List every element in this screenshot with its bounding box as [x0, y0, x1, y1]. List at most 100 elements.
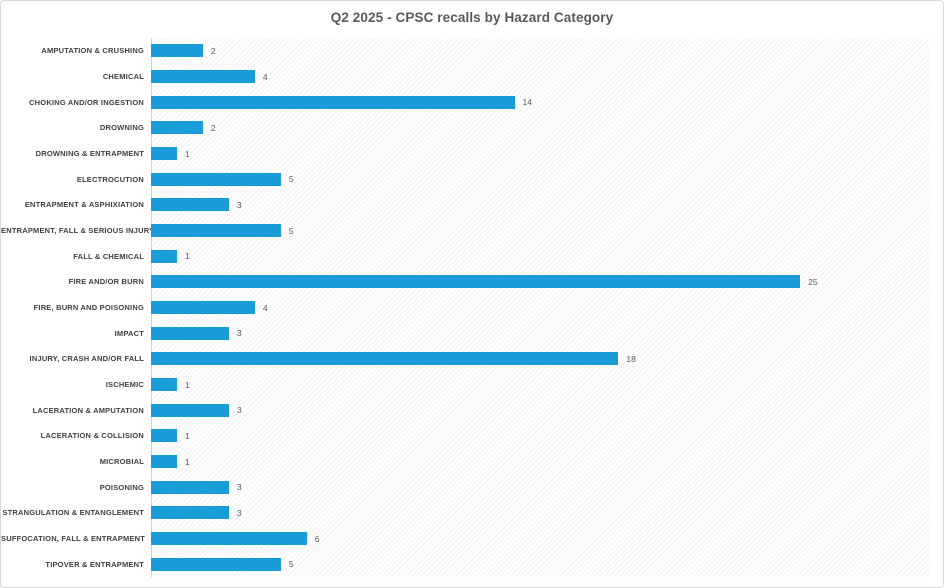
bar-track: 3: [151, 397, 930, 423]
category-label: FIRE AND/OR BURN: [68, 277, 144, 287]
bar-row: LACERATION & COLLISION 1: [1, 423, 943, 449]
plot-area: AMPUTATION & CRUSHING 2 CHEMICAL 4 CHOKING A…: [1, 38, 943, 577]
bar[interactable]: [151, 224, 281, 238]
value-label: 5: [288, 559, 294, 570]
chart-title: Q2 2025 - CPSC recalls by Hazard Categor…: [330, 10, 614, 25]
value-label: 3: [236, 405, 242, 416]
bar[interactable]: [151, 429, 177, 443]
category-label: ISCHEMIC: [105, 380, 144, 390]
category-label: LACERATION & COLLISION: [40, 431, 144, 441]
bar[interactable]: [151, 95, 515, 109]
category-label: POISONING: [99, 482, 144, 492]
bar[interactable]: [151, 44, 203, 58]
bar-track: 1: [151, 449, 930, 475]
bar-track: 6: [151, 526, 930, 552]
bar-row: TIPOVER & ENTRAPMENT 5: [1, 551, 943, 577]
category-label: CHOKING AND/OR INGESTION: [29, 97, 144, 107]
bar-track: 18: [151, 346, 930, 372]
bar-track: 25: [151, 269, 930, 295]
bar[interactable]: [151, 403, 229, 417]
bar-track: 3: [151, 500, 930, 526]
bar-row: LACERATION & AMPUTATION 3: [1, 397, 943, 423]
value-label: 1: [184, 251, 190, 262]
bar[interactable]: [151, 249, 177, 263]
bar-row: ENTRAPMENT, FALL & SERIOUS INJURY 5: [1, 218, 943, 244]
bar-row: MICROBIAL 1: [1, 449, 943, 475]
bar-row: DROWNING & ENTRAPMENT 1: [1, 141, 943, 167]
bar[interactable]: [151, 326, 229, 340]
value-label: 2: [210, 45, 216, 56]
category-label: FALL & CHEMICAL: [73, 251, 144, 261]
value-label: 6: [314, 533, 320, 544]
value-label: 3: [236, 482, 242, 493]
value-label: 4: [262, 302, 268, 313]
bar[interactable]: [151, 198, 229, 212]
bar-track: 3: [151, 474, 930, 500]
bar[interactable]: [151, 480, 229, 494]
bar-row: CHOKING AND/OR INGESTION 14: [1, 89, 943, 115]
value-label: 25: [808, 276, 818, 287]
category-label: INJURY, CRASH AND/OR FALL: [29, 354, 144, 364]
value-label: 18: [626, 353, 636, 364]
bar-track: 5: [151, 551, 930, 577]
bar-row: DROWNING 2: [1, 115, 943, 141]
bar-row: STRANGULATION & ENTANGLEMENT 3: [1, 500, 943, 526]
category-label: DROWNING: [99, 123, 144, 133]
bar[interactable]: [151, 455, 177, 469]
bar[interactable]: [151, 70, 255, 83]
value-label: 3: [236, 328, 242, 339]
value-label: 4: [262, 71, 268, 82]
value-label: 2: [210, 122, 216, 133]
category-label: FIRE, BURN AND POISONING: [33, 303, 144, 313]
bar-row: FIRE AND/OR BURN 25: [1, 269, 943, 295]
bar-track: 2: [151, 115, 930, 141]
bar[interactable]: [151, 172, 281, 186]
bar-track: 1: [151, 243, 930, 269]
bar-track: 2: [151, 38, 930, 64]
value-label: 1: [184, 456, 190, 467]
category-label: IMPACT: [114, 328, 144, 338]
bar-track: 14: [151, 89, 930, 115]
value-label: 14: [522, 97, 532, 108]
category-label: TIPOVER & ENTRAPMENT: [45, 559, 144, 569]
category-label: CHEMICAL: [102, 72, 144, 81]
value-label: 3: [236, 199, 242, 210]
value-label: 5: [288, 174, 294, 185]
category-label: DROWNING & ENTRAPMENT: [35, 149, 144, 159]
value-label: 1: [184, 430, 190, 441]
bar-track: 3: [151, 320, 930, 346]
bar-row: POISONING 3: [1, 474, 943, 500]
bar-row: INJURY, CRASH AND/OR FALL 18: [1, 346, 943, 372]
bar[interactable]: [151, 121, 203, 135]
bar[interactable]: [151, 532, 307, 546]
bar-track: 5: [151, 218, 930, 244]
bar-row: ISCHEMIC 1: [1, 372, 943, 398]
bar[interactable]: [151, 147, 177, 161]
bar-track: 1: [151, 423, 930, 449]
category-label: SUFFOCATION, FALL & ENTRAPMENT: [1, 534, 146, 544]
value-label: 5: [288, 225, 294, 236]
bar-row: ELECTROCUTION 5: [1, 166, 943, 192]
bar-track: 4: [151, 64, 930, 90]
category-label: STRANGULATION & ENTANGLEMENT: [2, 508, 144, 518]
category-label: LACERATION & AMPUTATION: [32, 405, 144, 415]
value-label: 1: [184, 148, 190, 159]
bar-track: 1: [151, 372, 930, 398]
category-label: ELECTROCUTION: [76, 174, 144, 184]
bar-row: ENTRAPMENT & ASPHIXIATION 3: [1, 192, 943, 218]
bar[interactable]: [151, 557, 281, 571]
category-label: ENTRAPMENT, FALL & SERIOUS INJURY: [1, 226, 155, 236]
bar-track: 4: [151, 295, 930, 321]
bar-row: SUFFOCATION, FALL & ENTRAPMENT 6: [1, 526, 943, 552]
bar-row: CHEMICAL 4: [1, 64, 943, 90]
bar[interactable]: [151, 352, 619, 366]
bar-row: AMPUTATION & CRUSHING 2: [1, 38, 943, 64]
bar[interactable]: [151, 275, 801, 289]
bar-row: FIRE, BURN AND POISONING 4: [1, 295, 943, 321]
bar[interactable]: [151, 506, 229, 520]
bar-track: 1: [151, 141, 930, 167]
bar[interactable]: [151, 378, 177, 392]
bar[interactable]: [151, 301, 255, 315]
value-label: 1: [184, 379, 190, 390]
bar-track: 5: [151, 166, 930, 192]
